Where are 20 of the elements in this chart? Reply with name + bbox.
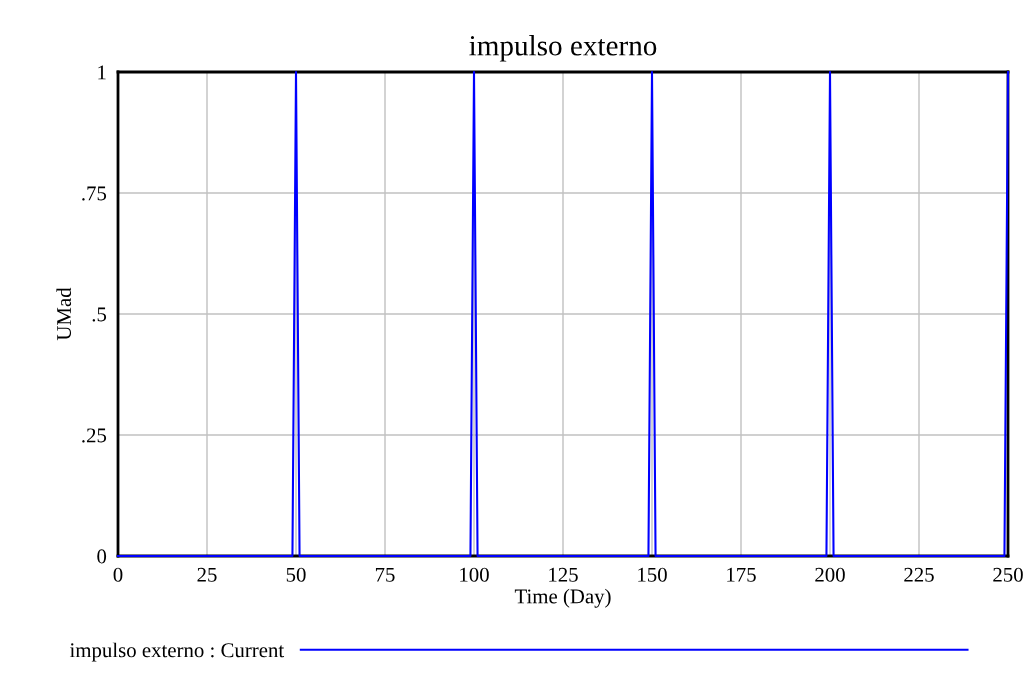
y-tick-label: .25: [82, 428, 107, 443]
x-axis-title: Time (Day): [514, 588, 611, 608]
x-tick-label: 25: [197, 567, 217, 582]
chart-title: impulso externo: [469, 35, 657, 62]
x-tick-label: 0: [113, 567, 123, 582]
x-tick-label: 200: [815, 567, 845, 582]
y-tick-label: .5: [92, 307, 107, 322]
y-tick-label: .75: [82, 186, 107, 201]
x-tick-label: 150: [638, 567, 667, 582]
x-tick-label: 225: [904, 567, 934, 582]
x-tick-label: 175: [727, 567, 756, 582]
x-tick-label: 125: [549, 567, 578, 582]
y-tick-label: 1: [98, 65, 106, 80]
y-axis-title: UMad: [56, 287, 72, 341]
x-tick-label: 50: [286, 567, 306, 582]
x-tick-label: 100: [460, 567, 489, 582]
x-tick-label: 250: [993, 567, 1023, 582]
x-tick-label: 75: [375, 567, 395, 582]
y-tick-label: 0: [97, 549, 107, 564]
text: impulso externo : Current: [69, 642, 285, 662]
